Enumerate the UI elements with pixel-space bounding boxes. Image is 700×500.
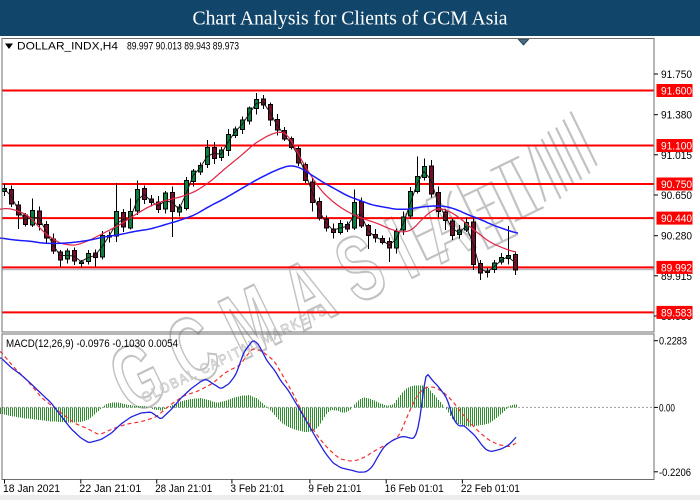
svg-text:90.440: 90.440 <box>661 213 692 225</box>
svg-text:91.015: 91.015 <box>661 150 692 162</box>
svg-text:91.600: 91.600 <box>661 86 692 98</box>
svg-text:28 Jan 21:01: 28 Jan 21:01 <box>155 483 212 495</box>
svg-text:91.380: 91.380 <box>661 110 692 122</box>
svg-text:89.583: 89.583 <box>661 307 692 319</box>
svg-text:90.280: 90.280 <box>661 231 692 243</box>
svg-text:91.100: 91.100 <box>661 141 692 153</box>
svg-text:89.997 90.013 89.943 89.973: 89.997 90.013 89.943 89.973 <box>127 41 239 53</box>
svg-text:16 Feb 01:01: 16 Feb 01:01 <box>385 483 444 495</box>
svg-text:22 Feb 01:01: 22 Feb 01:01 <box>461 483 520 495</box>
svg-text:Chart Analysis for Clients of: Chart Analysis for Clients of GCM Asia <box>193 9 508 30</box>
svg-text:DOLLAR_INDX,H4: DOLLAR_INDX,H4 <box>17 41 118 53</box>
svg-text:-0.2206: -0.2206 <box>659 467 691 479</box>
svg-text:91.750: 91.750 <box>661 69 692 81</box>
svg-text:90.650: 90.650 <box>661 190 692 202</box>
svg-text:3 Feb 21:01: 3 Feb 21:01 <box>230 483 284 495</box>
svg-text:0.00: 0.00 <box>659 402 675 414</box>
svg-text:22 Jan 21:01: 22 Jan 21:01 <box>79 483 141 495</box>
svg-text:MACD(12,26,9) -0.0976 -0.1030: MACD(12,26,9) -0.0976 -0.1030 0.0054 <box>6 338 178 350</box>
svg-text:90.750: 90.750 <box>661 179 692 191</box>
svg-text:18 Jan 2021: 18 Jan 2021 <box>3 483 60 495</box>
svg-text:89.992: 89.992 <box>661 262 692 274</box>
svg-text:9 Feb 21:01: 9 Feb 21:01 <box>308 483 361 495</box>
svg-text:0.2283: 0.2283 <box>659 336 687 348</box>
